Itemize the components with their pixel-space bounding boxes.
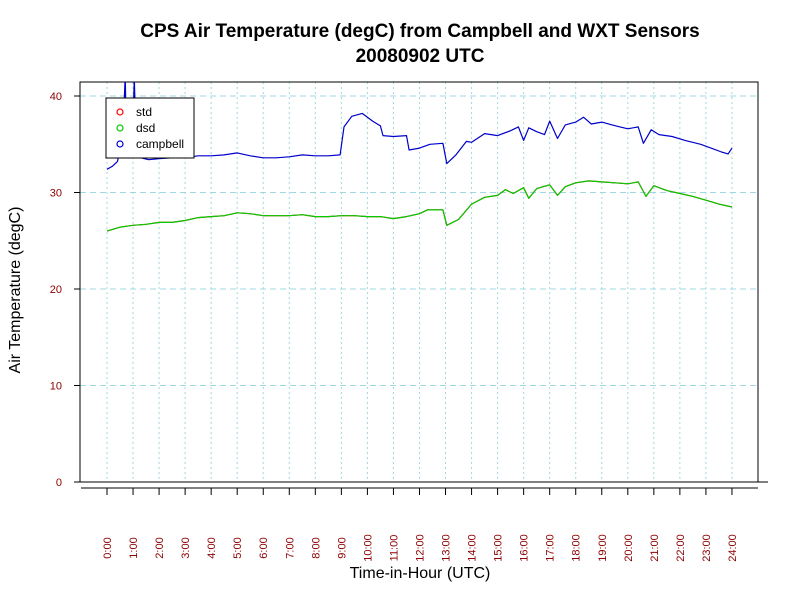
x-tick-label: 1:00 <box>128 537 140 558</box>
x-tick-label: 5:00 <box>232 537 244 558</box>
y-tick-label: 10 <box>50 381 62 393</box>
x-tick-label: 9:00 <box>336 537 348 558</box>
x-tick-label: 18:00 <box>571 534 583 562</box>
plot-frame <box>79 81 759 483</box>
x-tick-label: 22:00 <box>675 534 687 562</box>
x-tick-label: 21:00 <box>649 534 661 562</box>
y-tick-label: 0 <box>56 477 62 489</box>
chart-subtitle: 20080902 UTC <box>356 46 485 67</box>
legend: std dsd campbell <box>105 97 195 159</box>
x-tick-label: 23:00 <box>701 534 713 562</box>
y-axis-title: Air Temperature (degC) <box>7 207 24 374</box>
x-tick-label: 16:00 <box>519 534 531 562</box>
legend-marker-campbell <box>116 140 124 148</box>
x-tick-label: 17:00 <box>545 534 557 562</box>
x-tick-label: 15:00 <box>493 534 505 562</box>
legend-marker-std <box>116 108 124 116</box>
grid <box>80 82 758 482</box>
y-tick-label: 40 <box>50 91 62 103</box>
x-tick-label: 4:00 <box>206 537 218 558</box>
x-tick-label: 7:00 <box>284 537 296 558</box>
x-tick-label: 24:00 <box>727 534 739 562</box>
x-axis-title: Time-in-Hour (UTC) <box>350 565 491 582</box>
legend-label-campbell: campbell <box>136 137 184 151</box>
series-lines <box>106 82 733 232</box>
series-line-campbell <box>106 82 733 170</box>
x-tick-label: 13:00 <box>441 534 453 562</box>
x-tick-label: 12:00 <box>414 534 426 562</box>
legend-label-dsd: dsd <box>136 121 155 135</box>
legend-marker-dsd <box>116 124 124 132</box>
x-tick-label: 14:00 <box>467 534 479 562</box>
x-tick-label: 11:00 <box>388 535 400 562</box>
x-axis: 0:00 1:00 2:00 3:00 4:00 5:00 6:00 7:00 8:00 9:00… <box>80 487 758 562</box>
y-axis: 0 10 20 30 40 <box>50 91 768 489</box>
x-tick-label: 10:00 <box>362 534 374 562</box>
legend-box <box>105 97 195 159</box>
series-line-dsd <box>106 180 733 232</box>
y-tick-label: 30 <box>50 188 62 200</box>
x-tick-label: 0:00 <box>102 537 114 558</box>
x-tick-label: 8:00 <box>310 537 322 558</box>
x-tick-label: 6:00 <box>258 537 270 558</box>
x-tick-label: 19:00 <box>597 534 609 562</box>
x-tick-label: 3:00 <box>180 537 192 558</box>
x-tick-label: 20:00 <box>623 534 635 562</box>
x-tick-label: 2:00 <box>154 537 166 558</box>
chart-title: CPS Air Temperature (degC) from Campbell… <box>140 21 700 42</box>
legend-label-std: std <box>136 105 152 119</box>
y-tick-label: 20 <box>50 284 62 296</box>
